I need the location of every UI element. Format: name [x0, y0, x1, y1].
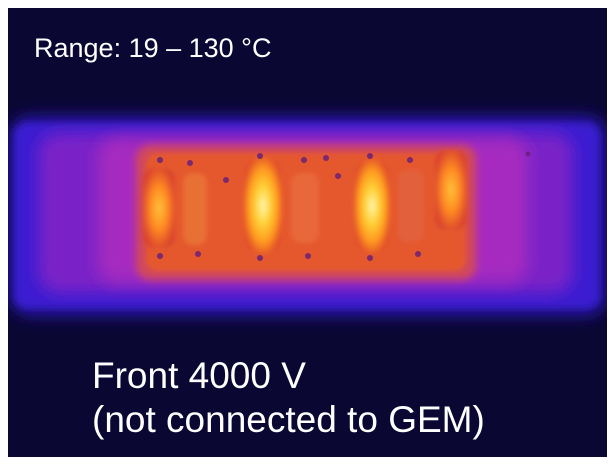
connector-bar-2 — [183, 173, 207, 245]
caption: Front 4000 V (not connected to GEM) — [92, 354, 485, 441]
connector-bar-6 — [398, 170, 424, 242]
caption-line-1: Front 4000 V — [92, 355, 306, 396]
range-label: Range: 19 – 130 °C — [34, 33, 272, 63]
connector-bar-4 — [291, 173, 319, 243]
thermal-image-frame: Range: 19 – 130 °C Front 4000 V (not con… — [8, 8, 607, 457]
connector-bar-1 — [143, 168, 175, 248]
connector-bar-5 — [354, 160, 390, 252]
connector-bar-7 — [435, 150, 467, 230]
pin-marks — [157, 151, 531, 261]
thermal-image — [8, 8, 607, 457]
caption-line-2: (not connected to GEM) — [92, 398, 485, 440]
connector-bar-3 — [244, 158, 282, 253]
